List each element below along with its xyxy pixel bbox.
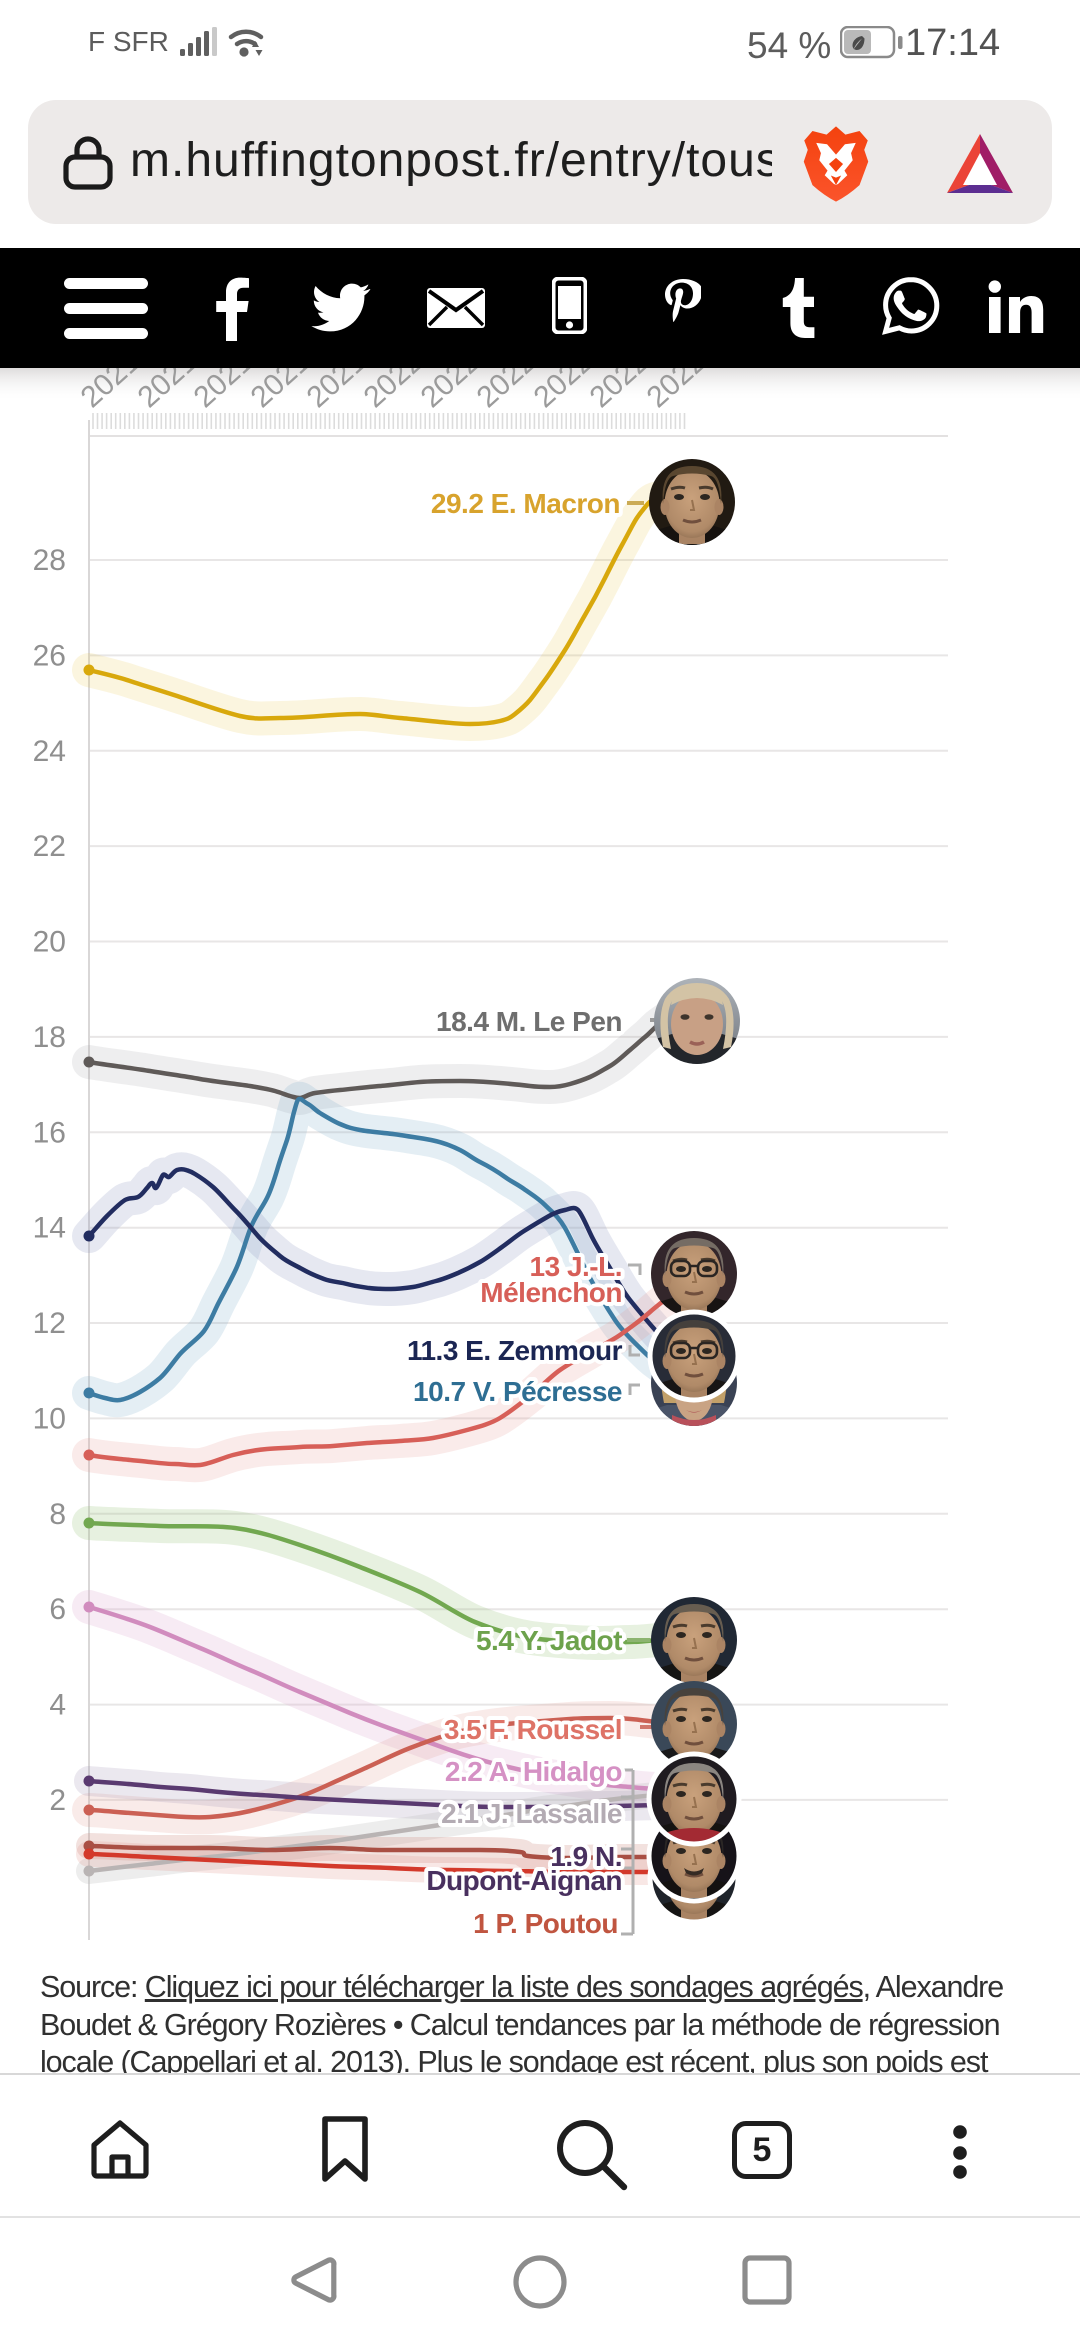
svg-text:12: 12 — [33, 1307, 66, 1340]
svg-text:2.1 J. Lassalle: 2.1 J. Lassalle — [441, 1798, 622, 1829]
svg-text:5.4 Y. Jadot: 5.4 Y. Jadot — [476, 1625, 622, 1656]
svg-text:Mélenchon: Mélenchon — [480, 1277, 622, 1308]
svg-text:24: 24 — [33, 735, 66, 768]
svg-text:22: 22 — [33, 830, 66, 863]
svg-text:14: 14 — [33, 1212, 66, 1245]
svg-text:8: 8 — [49, 1498, 66, 1531]
svg-text:11.3 E. Zemmour: 11.3 E. Zemmour — [407, 1335, 623, 1366]
svg-text:2.2 A. Hidalgo: 2.2 A. Hidalgo — [445, 1756, 623, 1787]
svg-text:1.9 N.: 1.9 N. — [550, 1841, 622, 1872]
svg-text:20: 20 — [33, 926, 66, 959]
svg-text:16: 16 — [33, 1116, 66, 1149]
svg-text:29.2 E. Macron: 29.2 E. Macron — [431, 488, 620, 519]
svg-text:18: 18 — [33, 1021, 66, 1054]
svg-text:Dupont-Aignan: Dupont-Aignan — [426, 1865, 622, 1896]
svg-text:1 P. Poutou: 1 P. Poutou — [473, 1908, 618, 1939]
svg-text:2: 2 — [49, 1784, 66, 1817]
svg-text:10.7 V. Pécresse: 10.7 V. Pécresse — [413, 1376, 622, 1407]
svg-text:6: 6 — [49, 1593, 66, 1626]
svg-text:28: 28 — [33, 544, 66, 577]
svg-text:4: 4 — [49, 1689, 66, 1722]
svg-text:13 J.-L.: 13 J.-L. — [530, 1251, 622, 1282]
svg-text:10: 10 — [33, 1402, 66, 1435]
svg-text:18.4 M. Le Pen: 18.4 M. Le Pen — [436, 1006, 622, 1037]
svg-text:26: 26 — [33, 639, 66, 672]
svg-text:3.5 F. Roussel: 3.5 F. Roussel — [444, 1714, 622, 1745]
